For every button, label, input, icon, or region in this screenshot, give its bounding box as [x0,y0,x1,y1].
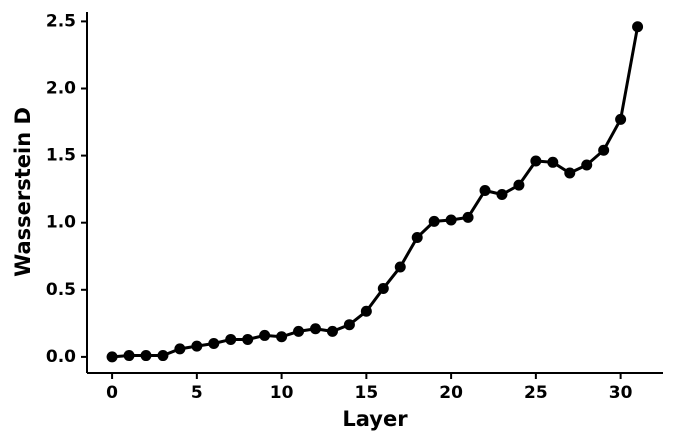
point [598,144,610,156]
point [513,179,525,191]
point [496,189,508,201]
x-tick-label: 5 [191,383,203,403]
y-tick-label: 0.5 [46,280,76,300]
point [259,329,271,341]
point [242,333,254,345]
x-tick-label: 25 [524,383,548,403]
point [106,351,118,363]
y-axis-label: Wasserstein D [11,107,35,277]
line [111,26,640,359]
point [547,156,559,168]
x-axis-label: Layer [342,407,408,431]
point [157,350,169,362]
point [360,305,372,317]
point [293,325,305,337]
point [428,215,440,227]
x-tick-label: 30 [609,383,633,403]
x-tick-label: 0 [106,383,118,403]
point [310,323,322,335]
point [479,184,491,196]
x-tick-label: 10 [270,383,294,403]
point [140,350,152,362]
x-tick-label: 15 [355,383,379,403]
point [225,333,237,345]
point [123,350,135,362]
point [445,214,457,226]
point [276,331,288,343]
y-tick-label: 0.0 [46,347,76,367]
point [394,261,406,273]
x-tick-label: 20 [439,383,463,403]
point [462,211,474,223]
y-tick-label: 2.0 [46,78,76,98]
point [174,343,186,355]
point [326,325,338,337]
point [564,167,576,179]
point [343,319,355,331]
point [377,282,389,294]
point [615,113,627,125]
point [581,159,593,171]
point [632,21,644,33]
point [411,231,423,243]
y-tick-label: 2.5 [46,11,76,31]
point [208,337,220,349]
y-tick-label: 1.0 [46,213,76,233]
point [191,340,203,352]
point [530,155,542,167]
y-tick-label: 1.5 [46,146,76,166]
